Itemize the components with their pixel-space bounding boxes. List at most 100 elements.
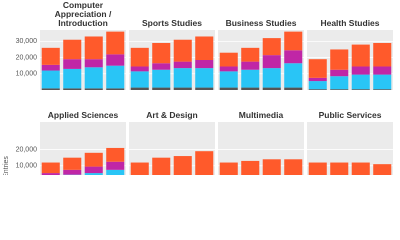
bar-segment: [262, 87, 281, 90]
bar-segment: [130, 47, 149, 67]
bar-segment: [106, 147, 125, 162]
bar-segment: [262, 159, 281, 175]
bar-segment: [41, 162, 60, 174]
bar-segment: [241, 87, 260, 90]
bar-segment: [106, 65, 125, 89]
bar-segment: [173, 156, 192, 175]
bar-segment: [106, 169, 125, 175]
bar-segment: [130, 87, 149, 90]
bar-segment: [308, 89, 327, 90]
bar-segment: [84, 59, 103, 68]
bar-segment: [63, 88, 82, 90]
bar-segment: [152, 87, 171, 90]
bar-segment: [284, 87, 303, 90]
bar-segment: [41, 64, 60, 71]
bar-segment: [63, 39, 82, 60]
bar-segment: [330, 162, 349, 175]
bar-segment: [262, 68, 281, 88]
bar-segment: [219, 71, 238, 88]
bar-segment: [152, 63, 171, 70]
bar-segment: [373, 66, 392, 75]
bar-segment: [195, 60, 214, 69]
bar-segment: [241, 69, 260, 88]
facet-title: Business Studies: [225, 18, 297, 28]
faceted-chart: 10,000 20,000 30,000 10,000 20,000 Entries Co…: [3, 0, 393, 175]
bar-segment: [219, 87, 238, 90]
y-tick-label: 30,000: [16, 38, 38, 45]
bar-segment: [106, 88, 125, 90]
bar-segment: [195, 151, 214, 175]
facet-title: Public Services: [318, 110, 382, 120]
bar-segment: [63, 157, 82, 170]
bar-segment: [241, 47, 260, 62]
facet-title: Computer Appreciation / Introduction: [54, 0, 112, 28]
bar-segment: [63, 68, 82, 89]
bar-segment: [84, 67, 103, 89]
bar-segment: [173, 39, 192, 62]
bar-segment: [84, 152, 103, 167]
bar-segment: [195, 87, 214, 90]
bar-segment: [130, 71, 149, 88]
bar-segment: [173, 68, 192, 88]
bar-segment: [284, 159, 303, 175]
facet-title: Health Studies: [320, 18, 380, 28]
bar-segment: [351, 44, 370, 67]
bar-segment: [284, 63, 303, 88]
facet-title: Art & Design: [146, 110, 198, 120]
bar-segment: [41, 173, 60, 175]
chart: 10,000 20,000 30,000 10,000 20,000 Entries: [3, 30, 393, 175]
bar-segment: [330, 69, 349, 77]
bar-segment: [330, 49, 349, 70]
bar-segment: [219, 66, 238, 72]
bar-segment: [173, 61, 192, 69]
bar-segment: [84, 36, 103, 60]
bar-segment: [284, 50, 303, 64]
bar-segment: [373, 164, 392, 175]
bar-segment: [84, 173, 103, 175]
facet-title: Sports Studies: [142, 18, 202, 28]
bar-segment: [152, 157, 171, 175]
bar-segment: [262, 55, 281, 69]
bar-segment: [195, 68, 214, 88]
y-axis-label: Entries: [3, 156, 10, 175]
facet-title: Multimedia: [238, 110, 284, 120]
bar-segment: [373, 42, 392, 67]
bar-segment: [152, 69, 171, 88]
bar-segment: [241, 61, 260, 70]
bar-segment: [373, 89, 392, 90]
bar-segment: [84, 166, 103, 174]
bar-segment: [195, 36, 214, 60]
bar-segment: [308, 81, 327, 90]
bar-segment: [106, 54, 125, 66]
bar-segment: [41, 70, 60, 89]
bar-segment: [130, 66, 149, 72]
bar-segment: [262, 38, 281, 56]
bar-segment: [41, 47, 60, 65]
bar-segment: [351, 74, 370, 90]
bar-segment: [63, 169, 82, 175]
bar-segment: [41, 88, 60, 90]
bar-segment: [351, 89, 370, 90]
bar-segment: [351, 66, 370, 75]
y-tick-label: 10,000: [16, 163, 38, 170]
bar-segment: [308, 59, 327, 78]
facet-title: Applied Sciences: [47, 110, 119, 120]
y-tick-label: 20,000: [16, 146, 38, 153]
bar-segment: [63, 59, 82, 69]
bar-segment: [130, 162, 149, 175]
bar-segment: [308, 77, 327, 82]
bar-segment: [330, 76, 349, 90]
bar-segment: [330, 89, 349, 90]
bar-segment: [219, 162, 238, 175]
bar-segment: [106, 161, 125, 170]
bar-segment: [106, 31, 125, 55]
bar-segment: [84, 88, 103, 90]
bar-segment: [241, 160, 260, 175]
bar-segment: [152, 42, 171, 64]
bar-segment: [308, 162, 327, 175]
bar-segment: [173, 87, 192, 90]
bar-segment: [284, 31, 303, 51]
bar-segment: [373, 74, 392, 90]
y-tick-label: 20,000: [16, 54, 38, 61]
y-tick-label: 10,000: [16, 71, 38, 78]
